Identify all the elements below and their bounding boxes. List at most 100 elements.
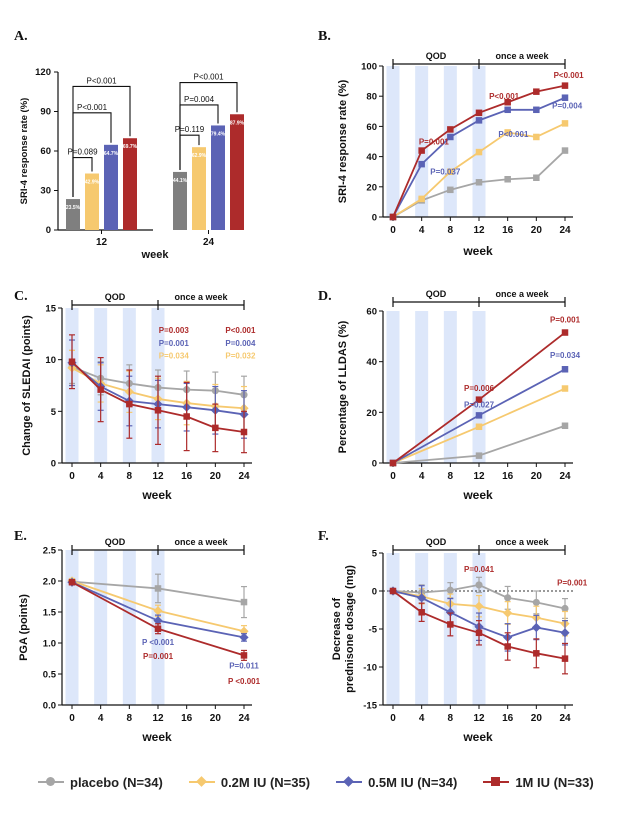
phase-label-qod: QOD: [426, 289, 447, 299]
x-tick-label: 20: [531, 225, 543, 236]
dosing-band: [415, 66, 429, 217]
data-point: [240, 598, 248, 606]
bar-value-label: 62.9%: [192, 153, 207, 159]
data-point: [97, 386, 104, 393]
x-tick-label: 8: [448, 471, 454, 482]
data-point: [533, 133, 540, 141]
phase-label-qod: QOD: [426, 51, 447, 61]
data-point: [475, 148, 483, 156]
data-point: [504, 594, 512, 602]
x-axis-label: week: [462, 488, 493, 502]
panel-label: F.: [318, 529, 329, 544]
y-tick-label: 40: [366, 152, 377, 163]
y-tick-label: 40: [366, 357, 377, 368]
y-axis-label: Decrease of: [331, 597, 343, 660]
panel-a: A. 0 30 60 90 120 SRI-4 response rate (%) 23.5%…: [14, 29, 245, 261]
series: [68, 578, 248, 661]
data-point: [389, 213, 397, 221]
y-tick-label: 0: [51, 459, 56, 470]
p-value-annotation: P=0.006: [464, 384, 495, 393]
x-axis-label: week: [141, 730, 172, 744]
data-point: [475, 581, 483, 589]
p-value-annotation: P<0.001: [554, 71, 585, 80]
p-value-annotation: P=0.032: [225, 352, 256, 361]
significance-bracket: [72, 157, 93, 198]
x-tick-label: 4: [98, 471, 104, 482]
data-point: [446, 586, 454, 594]
p-value-annotation: P=0.041: [464, 565, 495, 574]
data-point: [447, 186, 454, 194]
bar-value-label: 64.7%: [104, 151, 119, 157]
legend-item: 1M IU (N=33): [483, 774, 594, 790]
panel-c: C. 0 5 10 15 0 4 8 12 16 20 24 week Change of SLEDAI …: [14, 289, 256, 502]
panel-d: D. 0 20 40 60 0 4 8 12 16 20 24 week Percentage of LL…: [318, 289, 581, 502]
p-value-annotation: P=0.004: [552, 101, 583, 110]
x-tick-label: 8: [448, 713, 454, 724]
x-tick-label: 16: [181, 471, 193, 482]
y-tick-label: 10: [45, 355, 56, 366]
y-tick-label: 5: [372, 549, 378, 560]
y-tick-label: 80: [366, 92, 377, 103]
y-tick-label: 15: [45, 304, 56, 315]
data-point: [560, 628, 570, 638]
data-point: [153, 616, 163, 626]
x-tick-label: 8: [127, 713, 133, 724]
x-tick-label: 4: [419, 713, 425, 724]
x-axis-label: week: [462, 730, 493, 744]
y-tick-label: 20: [366, 182, 377, 193]
p-value-annotation: P<0.001: [498, 130, 529, 139]
legend-item: 0.5M IU (N=34): [336, 775, 457, 790]
y-tick-label: 30: [40, 186, 51, 197]
data-point: [154, 625, 162, 632]
bar: [230, 114, 244, 230]
x-tick-label: 4: [419, 471, 425, 482]
x-tick-label: 20: [210, 713, 222, 724]
legend-label: 1M IU (N=33): [515, 774, 594, 790]
legend: placebo (N=34) 0.2M IU (N=35) 0.5M IU (N=3…: [38, 770, 598, 794]
x-tick-label: 12: [473, 713, 485, 724]
x-tick-label: 24: [559, 471, 571, 482]
panel-label: D.: [318, 289, 332, 304]
bar: [192, 147, 206, 230]
x-tick-label: 24: [238, 471, 250, 482]
data-point: [533, 106, 540, 114]
bar: [123, 138, 137, 230]
p-value-annotation: P=0.004: [184, 95, 215, 104]
p-value-annotation: P<0.001: [489, 92, 520, 101]
data-point: [68, 358, 76, 365]
y-axis-label: Percentage of LLDAS (%): [337, 320, 349, 453]
bar: [85, 173, 99, 230]
data-point: [418, 609, 425, 616]
data-point: [533, 174, 540, 181]
data-point: [503, 608, 513, 618]
data-point: [504, 98, 511, 106]
y-tick-label: 0.0: [43, 701, 56, 712]
x-tick-label: 8: [127, 471, 133, 482]
series: [389, 329, 569, 467]
data-point: [240, 428, 248, 436]
panel-a-label: A.: [14, 29, 28, 44]
x-tick-label: 0: [69, 471, 75, 482]
y-tick-label: 90: [40, 107, 51, 118]
data-point: [561, 329, 569, 336]
legend-label: placebo (N=34): [70, 774, 163, 790]
p-value-annotation: P=0.089: [67, 148, 98, 157]
p-value-annotation: P <0.001: [142, 638, 175, 647]
data-point: [561, 366, 569, 373]
data-point: [447, 168, 454, 175]
x-tick-label: 24: [203, 237, 215, 248]
x-tick-label: 20: [531, 471, 543, 482]
p-value-annotation: P<0.001: [193, 73, 224, 82]
x-tick-label: 20: [531, 713, 543, 724]
data-point: [561, 82, 569, 89]
panel-f: F. -15 -10 -5 0 5 0 4 8 12 16 20 24 week Decrease of pr…: [318, 529, 588, 744]
x-tick-label: 12: [473, 225, 485, 236]
dosing-band: [94, 550, 108, 705]
data-point: [561, 147, 569, 154]
panel-label: C.: [14, 289, 28, 304]
x-tick-label: 8: [448, 225, 454, 236]
data-point: [475, 629, 483, 637]
x-tick-label: 12: [96, 237, 108, 248]
data-point: [533, 650, 540, 657]
